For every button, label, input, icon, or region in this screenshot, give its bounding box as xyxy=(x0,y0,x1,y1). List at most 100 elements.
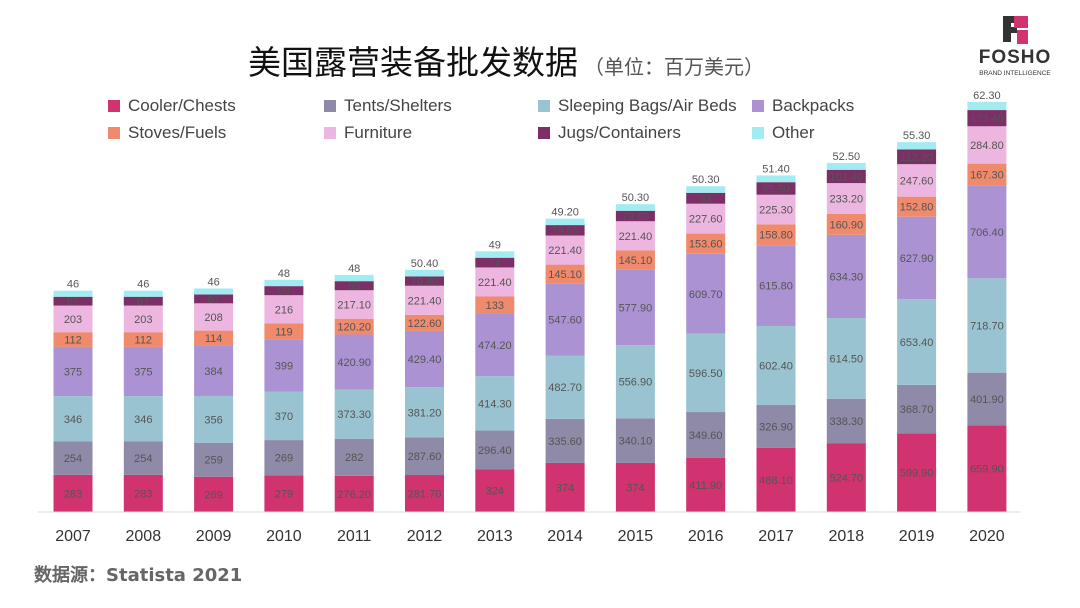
data-label: 282 xyxy=(345,452,363,464)
legend-item: Tents/Shelters xyxy=(324,96,452,116)
data-label: 67 xyxy=(67,296,79,308)
data-label: 225.30 xyxy=(759,205,793,217)
x-tick-label: 2012 xyxy=(407,528,443,545)
data-label: 375 xyxy=(64,366,82,378)
bar-segment-backpacks-2012 xyxy=(405,330,444,388)
bar-segment-tents-shelters-2014 xyxy=(545,418,585,463)
bar-segment-backpacks-2007 xyxy=(53,346,93,397)
bar-segment-jugs-containers-2014 xyxy=(545,225,585,236)
bar-segment-jugs-containers-2011 xyxy=(334,281,374,291)
bar-segment-furniture-2008 xyxy=(123,305,163,333)
bar-segment-backpacks-2010 xyxy=(264,339,304,392)
bar-segment-backpacks-2014 xyxy=(545,283,585,356)
data-label: 482.70 xyxy=(548,382,582,394)
bar-segment-tents-shelters-2017 xyxy=(756,405,796,448)
bar-segment-cooler-chests-2012 xyxy=(405,475,444,512)
bar-segment-stoves-fuels-2013 xyxy=(475,296,515,314)
legend-label: Sleeping Bags/Air Beds xyxy=(558,96,737,115)
data-label: 51.40 xyxy=(762,163,790,175)
data-label: 420.90 xyxy=(337,357,371,369)
bar-segment-cooler-chests-2015 xyxy=(615,462,655,512)
bar-segment-tents-shelters-2013 xyxy=(475,430,515,470)
bar-segment-furniture-2014 xyxy=(545,235,585,265)
bar-segment-tents-shelters-2019 xyxy=(897,384,937,434)
data-label: 69 xyxy=(348,281,360,293)
data-label: 373.30 xyxy=(337,409,371,421)
bar-segment-sleeping-bags-air-beds-2009 xyxy=(194,395,234,443)
bar-segment-backpacks-2008 xyxy=(123,346,163,397)
bar-segment-sleeping-bags-air-beds-2007 xyxy=(53,396,93,442)
source-note: 数据源：Statista 2021 xyxy=(34,565,243,586)
data-label: 221.40 xyxy=(619,231,653,243)
legend-label: Other xyxy=(772,123,815,142)
data-label: 547.60 xyxy=(548,315,582,327)
data-label: 524.70 xyxy=(829,473,863,485)
bar-segment-other-2019 xyxy=(897,142,937,150)
bar-segment-stoves-fuels-2016 xyxy=(686,233,726,254)
bar-segment-stoves-fuels-2020 xyxy=(967,163,1007,186)
bar-segment-backpacks-2016 xyxy=(686,253,726,334)
bar-segment-other-2020 xyxy=(967,101,1007,111)
bar-segment-other-2011 xyxy=(334,274,374,282)
data-label: 69 xyxy=(278,286,290,298)
data-label: 287.60 xyxy=(408,451,442,463)
data-label: 46 xyxy=(67,279,79,291)
bar-segment-jugs-containers-2015 xyxy=(615,210,655,222)
data-label: 49 xyxy=(489,239,501,251)
bar-segment-backpacks-2011 xyxy=(334,334,374,390)
data-label: 123.40 xyxy=(970,113,1004,125)
bar-segment-stoves-fuels-2008 xyxy=(123,332,163,347)
bar-segment-furniture-2019 xyxy=(897,164,937,197)
bar-segment-other-2018 xyxy=(826,162,866,170)
data-label: 596.50 xyxy=(689,368,723,380)
bar-segment-other-2016 xyxy=(686,186,726,193)
data-label: 254 xyxy=(64,453,82,465)
legend-label: Jugs/Containers xyxy=(558,123,681,142)
data-label: 653.40 xyxy=(900,337,934,349)
bar-segment-sleeping-bags-air-beds-2014 xyxy=(545,355,585,419)
x-tick-label: 2015 xyxy=(618,528,654,545)
bar-segment-cooler-chests-2009 xyxy=(194,476,234,512)
bar-segment-tents-shelters-2018 xyxy=(826,398,866,444)
data-label: 374 xyxy=(556,482,574,494)
bar-segment-other-2013 xyxy=(475,251,515,258)
bar-segment-jugs-containers-2010 xyxy=(264,286,304,296)
data-label: 346 xyxy=(134,414,152,426)
legend-item: Jugs/Containers xyxy=(538,123,681,143)
data-label: 615.80 xyxy=(759,281,793,293)
legend-swatch xyxy=(108,100,120,112)
data-label: 112 xyxy=(64,335,82,347)
fosho-logo: FOSHO BRAND INTELLIGENCE xyxy=(968,14,1063,78)
bar-segment-cooler-chests-2014 xyxy=(545,462,585,512)
bar-segment-jugs-containers-2009 xyxy=(194,294,234,304)
bar-segment-furniture-2007 xyxy=(53,305,93,333)
legend-swatch xyxy=(108,127,120,139)
bar-segment-furniture-2016 xyxy=(686,203,726,234)
data-label: 203 xyxy=(134,314,152,326)
bar-segment-other-2017 xyxy=(756,175,796,183)
data-label: 49.20 xyxy=(551,207,579,219)
data-label: 269 xyxy=(204,489,222,501)
data-label: 145.10 xyxy=(548,269,582,281)
data-label: 48 xyxy=(348,263,360,275)
bar-segment-tents-shelters-2011 xyxy=(334,438,374,476)
data-label: 122.60 xyxy=(408,318,442,330)
data-label: 627.90 xyxy=(900,253,934,265)
data-label: 356 xyxy=(204,414,222,426)
data-label: 221.40 xyxy=(408,295,442,307)
bar-segment-stoves-fuels-2015 xyxy=(615,250,655,270)
data-label: 160.90 xyxy=(829,219,863,231)
bar-segment-cooler-chests-2018 xyxy=(826,443,866,512)
bar-segment-stoves-fuels-2010 xyxy=(264,323,304,340)
data-label: 254 xyxy=(134,453,152,465)
data-label: 50.30 xyxy=(692,174,720,186)
data-label: 95.50 xyxy=(762,183,790,195)
data-label: 62.30 xyxy=(973,90,1001,102)
bar-segment-stoves-fuels-2017 xyxy=(756,224,796,246)
bar-segment-backpacks-2017 xyxy=(756,245,796,326)
bar-segment-backpacks-2019 xyxy=(897,216,937,300)
bar-segment-furniture-2013 xyxy=(475,267,515,297)
bar-segment-furniture-2010 xyxy=(264,295,304,324)
svg-text:FOSHO: FOSHO xyxy=(979,47,1052,68)
